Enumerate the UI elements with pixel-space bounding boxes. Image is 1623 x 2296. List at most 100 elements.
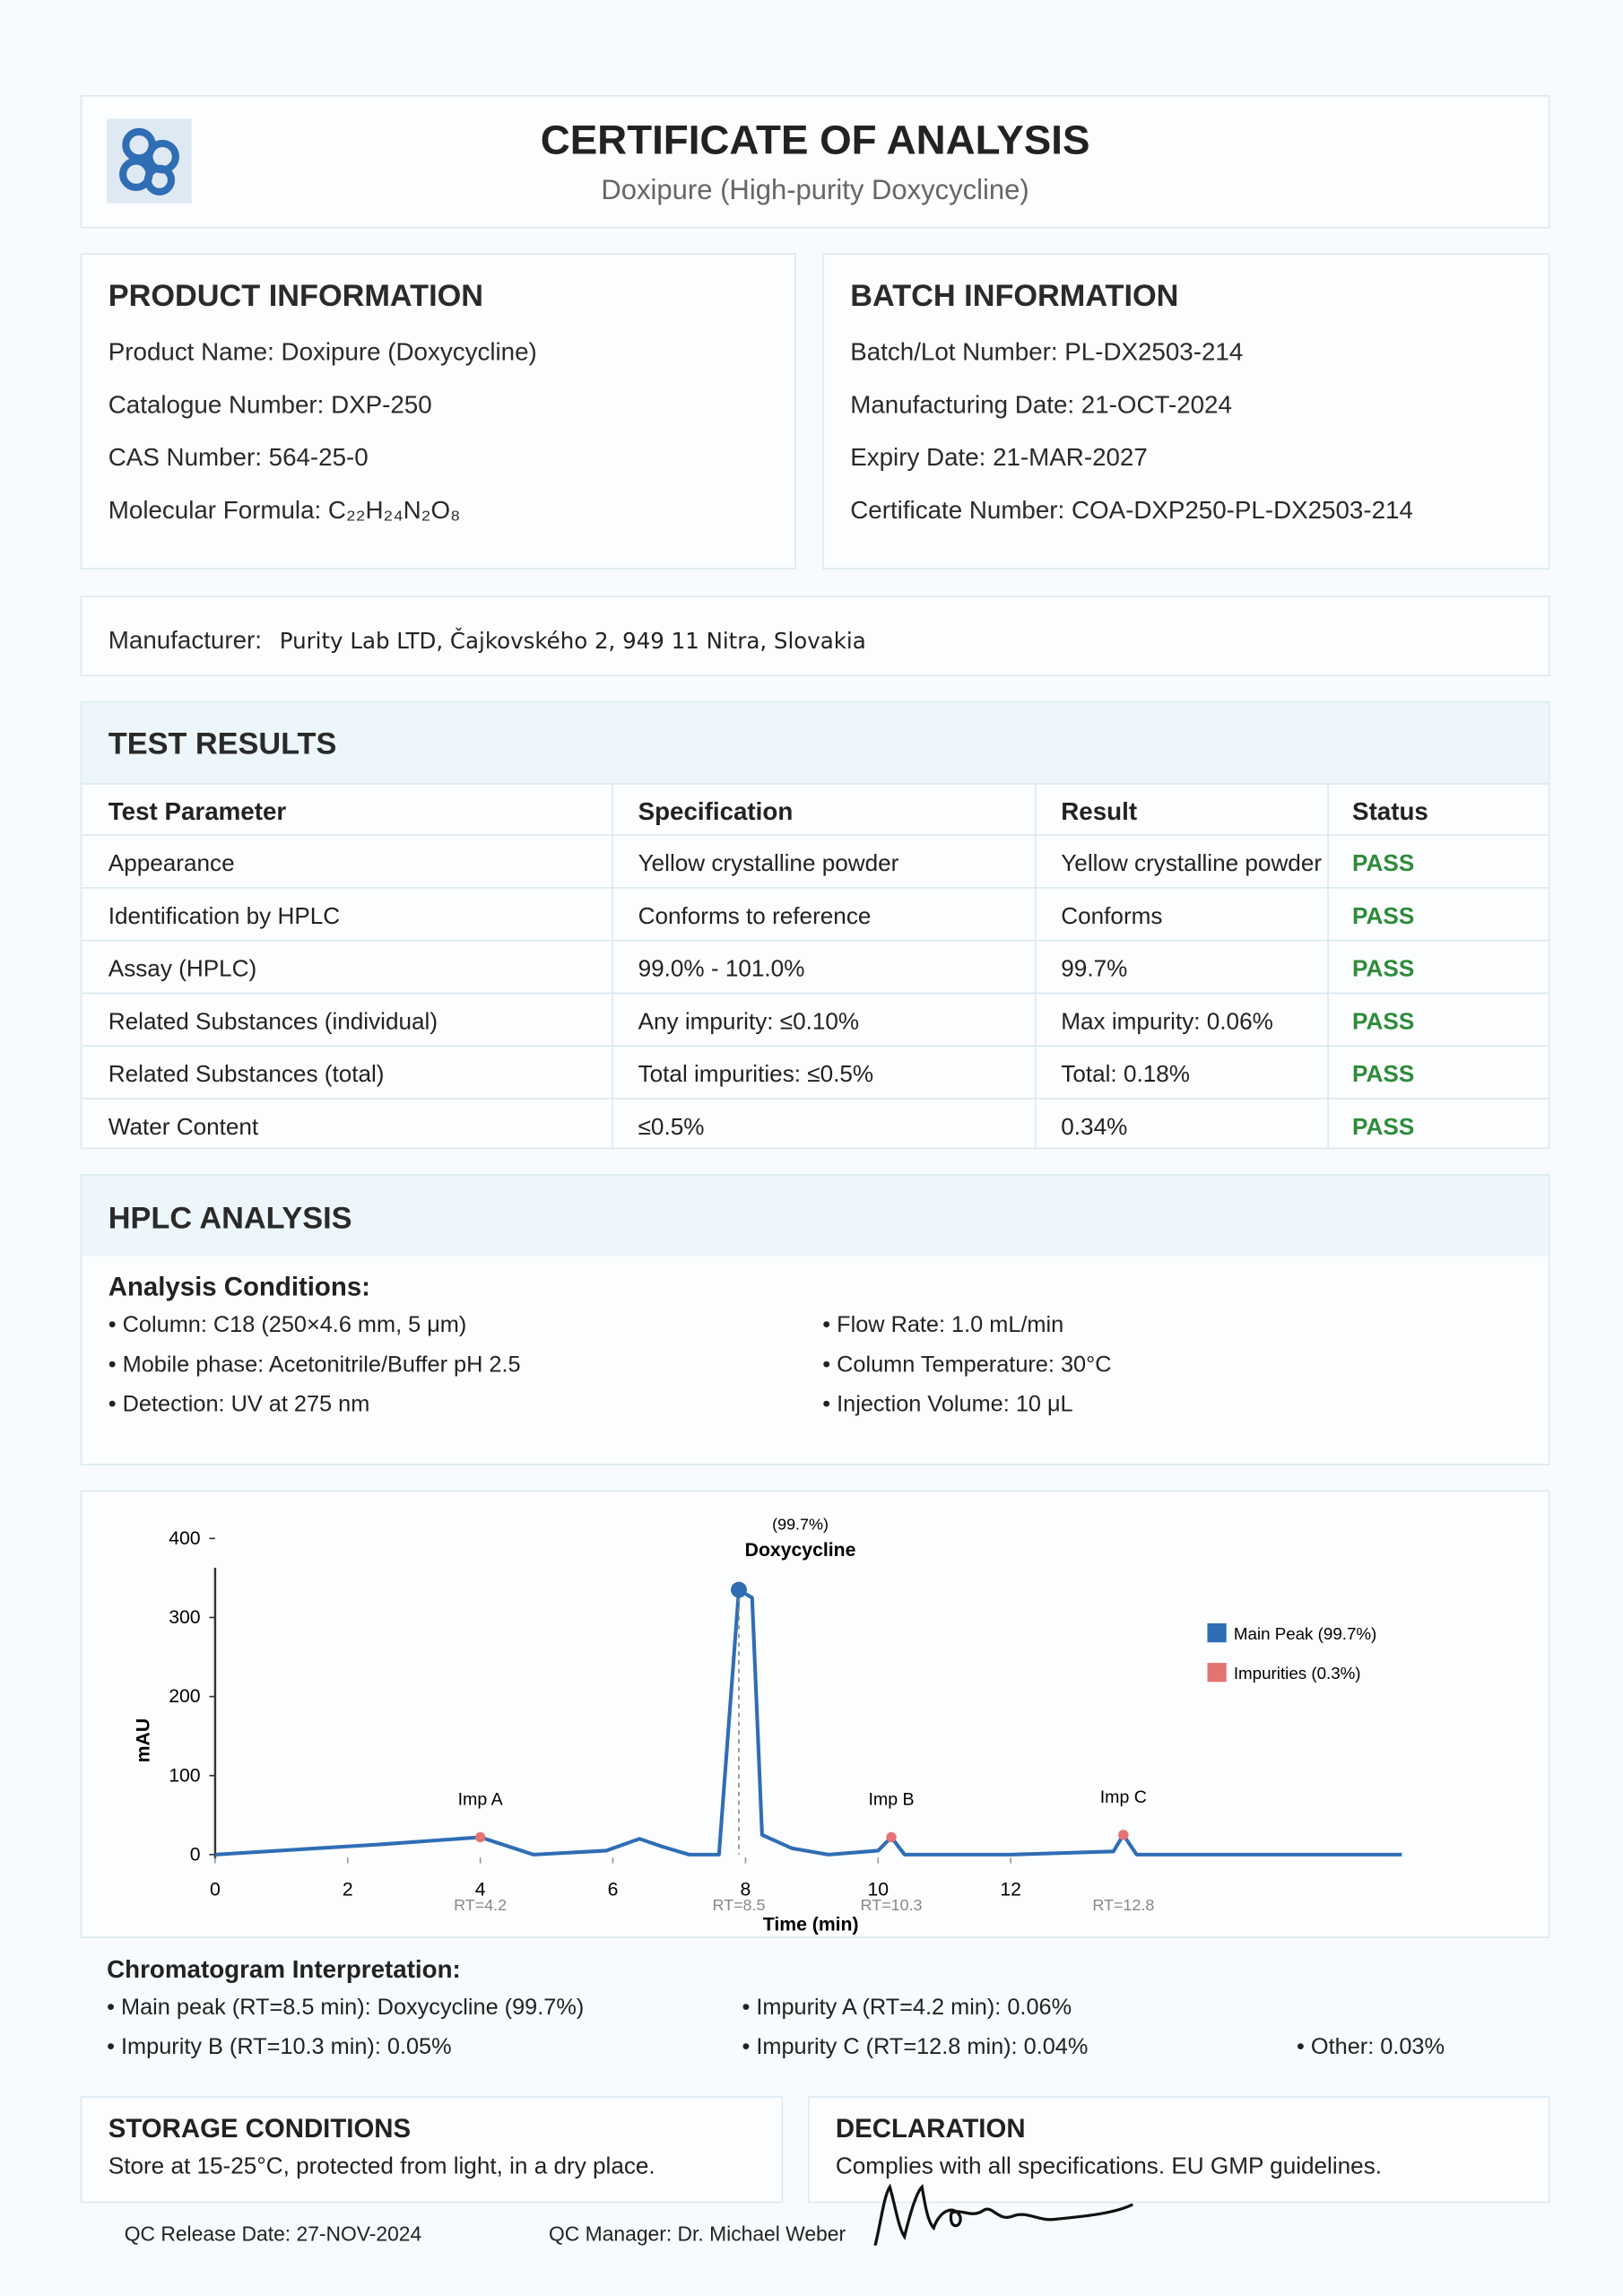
cell-text: Water Content bbox=[108, 1115, 259, 1141]
row-separator bbox=[82, 834, 1549, 836]
interpretation-item: • Impurity A (RT=4.2 min): 0.06% bbox=[742, 1995, 1072, 2021]
info-line: Expiry Date: 21-MAR-2027 bbox=[850, 443, 1148, 472]
info-line: CAS Number: 564-25-0 bbox=[108, 443, 369, 472]
condition: • Injection Volume: 10 μL bbox=[822, 1392, 1073, 1417]
section-heading: TEST RESULTS bbox=[108, 727, 337, 761]
legend-swatch bbox=[1207, 1663, 1227, 1683]
x-tick-label: 6 bbox=[608, 1880, 619, 1900]
storage-heading: STORAGE CONDITIONS bbox=[108, 2113, 412, 2144]
signature bbox=[873, 2183, 1133, 2247]
info-line: Product Name: Doxipure (Doxycycline) bbox=[108, 338, 537, 367]
interpretation-title: Chromatogram Interpretation: bbox=[107, 1955, 461, 1984]
x-tick-label: 10 bbox=[867, 1880, 889, 1900]
cell-text: Identification by HPLC bbox=[108, 904, 341, 930]
hplc-box: HPLC ANALYSIS Analysis Conditions: • Col… bbox=[80, 1173, 1550, 1465]
cell-text: Related Substances (individual) bbox=[108, 1010, 438, 1035]
impurity-marker bbox=[1118, 1830, 1129, 1840]
manufacturer-box: Manufacturer: Purity Lab LTD, Čajkovskéh… bbox=[80, 596, 1550, 677]
declaration-heading: DECLARATION bbox=[835, 2113, 1026, 2144]
rt-label: RT=10.3 bbox=[861, 1896, 923, 1914]
title: CERTIFICATE OF ANALYSIS bbox=[540, 117, 1090, 163]
cell-text: Yellow crystalline powder bbox=[638, 851, 899, 877]
y-tick-label: 300 bbox=[169, 1607, 200, 1628]
cell-text: Conforms to reference bbox=[638, 904, 872, 930]
impurity-marker bbox=[474, 1831, 486, 1843]
condition: • Mobile phase: Acetonitrile/Buffer pH 2… bbox=[108, 1352, 521, 1378]
header-box: CERTIFICATE OF ANALYSIS Doxipure (High-p… bbox=[80, 95, 1550, 229]
row-separator bbox=[82, 887, 1549, 889]
column-separator bbox=[1327, 783, 1329, 1148]
x-tick-label: 12 bbox=[1000, 1880, 1021, 1900]
status: PASS bbox=[1352, 1062, 1415, 1088]
x-tick-label: 2 bbox=[343, 1880, 353, 1900]
y-tick-label: 200 bbox=[169, 1686, 200, 1707]
cell-text: Related Substances (total) bbox=[108, 1062, 385, 1088]
rt-label: RT=8.5 bbox=[712, 1896, 765, 1914]
row-separator bbox=[82, 783, 1549, 785]
storage-box: STORAGE CONDITIONS Store at 15-25°C, pro… bbox=[80, 2096, 784, 2204]
heading-band bbox=[82, 1175, 1549, 1257]
condition: • Detection: UV at 275 nm bbox=[108, 1392, 370, 1417]
qc-manager: QC Manager: Dr. Michael Weber bbox=[549, 2222, 846, 2246]
impurity-label: Imp B bbox=[868, 1790, 914, 1810]
row-separator bbox=[82, 939, 1549, 942]
cell-text: ≤0.5% bbox=[638, 1115, 705, 1141]
condition: • Column: C18 (250×4.6 mm, 5 μm) bbox=[108, 1312, 467, 1338]
chart-box: 0 100 200 300 400 0 2 4 6 8 10 12 mAU Time (min) (99.7… bbox=[80, 1490, 1550, 1938]
column-header: Status bbox=[1352, 797, 1428, 826]
row-separator bbox=[82, 992, 1549, 995]
logo bbox=[107, 118, 192, 204]
qc-release: QC Release Date: 27-NOV-2024 bbox=[124, 2222, 422, 2246]
section-heading: BATCH INFORMATION bbox=[850, 279, 1179, 314]
x-tick-label: 0 bbox=[210, 1880, 221, 1900]
main-peak-marker bbox=[731, 1581, 747, 1598]
legend-swatch bbox=[1207, 1622, 1227, 1643]
test-results-box: TEST RESULTS Test Parameter Specification… bbox=[80, 700, 1550, 1150]
status: PASS bbox=[1352, 851, 1415, 877]
x-tick-label: 8 bbox=[740, 1880, 751, 1900]
cell-text: Any impurity: ≤0.10% bbox=[638, 1010, 860, 1035]
info-line: Molecular Formula: C₂₂H₂₄N₂O₈ bbox=[108, 496, 461, 525]
cell-text: Appearance bbox=[108, 851, 235, 877]
x-tick-label: 4 bbox=[475, 1880, 486, 1900]
trace-line bbox=[214, 1587, 1402, 1857]
subtitle: Doxipure (High-purity Doxycycline) bbox=[601, 175, 1029, 207]
cell-text: Conforms bbox=[1061, 904, 1163, 930]
rt-label: RT=4.2 bbox=[454, 1896, 507, 1914]
y-tick-label: 100 bbox=[169, 1765, 200, 1786]
status: PASS bbox=[1352, 1010, 1415, 1035]
impurity-label: Imp A bbox=[458, 1790, 504, 1810]
cell-text: Assay (HPLC) bbox=[108, 957, 257, 983]
interpretation-item: • Impurity C (RT=12.8 min): 0.04% bbox=[742, 2034, 1089, 2060]
cell-text: 99.7% bbox=[1061, 957, 1128, 983]
legend-label: Impurities (0.3%) bbox=[1234, 1664, 1361, 1683]
cell-text: 99.0% - 101.0% bbox=[638, 957, 805, 983]
cell-text: 0.34% bbox=[1061, 1115, 1128, 1141]
section-heading: HPLC ANALYSIS bbox=[108, 1201, 352, 1236]
declaration-box: DECLARATION Complies with all specificat… bbox=[807, 2096, 1550, 2204]
chromatogram: 0 100 200 300 400 0 2 4 6 8 10 12 mAU Time (min) (99.7… bbox=[133, 1516, 1402, 1935]
heading-band bbox=[82, 702, 1549, 784]
status: PASS bbox=[1352, 1115, 1415, 1141]
conditions-title: Analysis Conditions: bbox=[108, 1272, 370, 1301]
impurity-marker bbox=[886, 1831, 897, 1843]
y-tick-label: 0 bbox=[190, 1844, 201, 1865]
row-separator bbox=[82, 1098, 1549, 1100]
info-line: Batch/Lot Number: PL-DX2503-214 bbox=[850, 338, 1244, 367]
row-separator bbox=[82, 1045, 1549, 1047]
column-header: Test Parameter bbox=[108, 797, 287, 826]
main-peak-percent: (99.7%) bbox=[772, 1516, 829, 1534]
condition: • Column Temperature: 30°C bbox=[822, 1352, 1112, 1378]
legend-label: Main Peak (99.7%) bbox=[1234, 1624, 1376, 1643]
y-tick-label: 400 bbox=[169, 1528, 200, 1549]
manufacturer-label: Manufacturer: bbox=[108, 626, 262, 655]
status: PASS bbox=[1352, 957, 1415, 983]
column-header: Result bbox=[1061, 797, 1138, 826]
status: PASS bbox=[1352, 904, 1415, 930]
product-box: PRODUCT INFORMATION Product Name: Doxipur… bbox=[80, 253, 796, 570]
section-heading: PRODUCT INFORMATION bbox=[108, 279, 484, 314]
cell-text: Total impurities: ≤0.5% bbox=[638, 1062, 874, 1088]
impurity-label: Imp C bbox=[1100, 1787, 1147, 1807]
